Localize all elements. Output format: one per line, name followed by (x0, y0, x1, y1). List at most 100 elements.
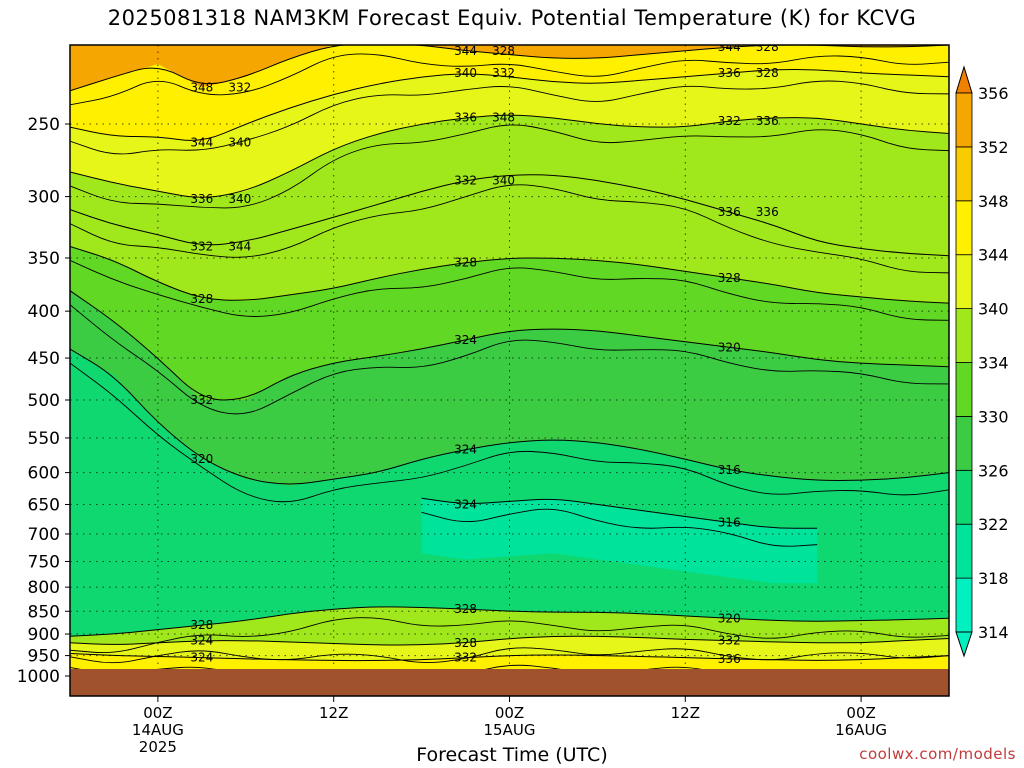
colorbar-label: 340 (978, 300, 1009, 319)
contour-label: 328 (756, 66, 779, 80)
contour-label: 332 (454, 173, 477, 187)
y-tick-label: 650 (28, 495, 60, 515)
chart-title: 2025081318 NAM3KM Forecast Equiv. Potent… (107, 6, 917, 30)
colorbar-swatch (955, 415, 973, 471)
colorbar-extend-max (955, 65, 973, 94)
contour-line-320 (421, 497, 818, 529)
y-tick-label: 850 (28, 602, 60, 622)
x-tick-label: 12Z (671, 704, 700, 722)
contour-label: 348 (190, 80, 213, 94)
y-tick-label: 400 (28, 302, 60, 322)
colorbar-label: 334 (978, 354, 1009, 373)
colorbar-swatch (955, 92, 973, 148)
contour-label: 344 (190, 136, 213, 150)
y-tick-label: 300 (28, 188, 60, 208)
contour-label: 340 (228, 192, 251, 206)
contour-label: 320 (718, 611, 741, 625)
x-tick-date: 16AUG (835, 721, 887, 739)
contour-label: 324 (190, 634, 213, 648)
y-tick-label: 450 (28, 349, 60, 369)
contour-label: 348 (492, 111, 515, 125)
contour-line-324 (70, 348, 949, 485)
x-tick-label: 00Z (495, 704, 524, 722)
contour-label: 328 (492, 44, 515, 58)
contour-line-minor (70, 124, 949, 209)
contour-label: 328 (756, 40, 779, 54)
colorbar-swatch (955, 254, 973, 309)
contour-label: 332 (718, 634, 741, 648)
credit-link[interactable]: coolwx.com/models (859, 745, 1016, 763)
x-tick-date: 15AUG (484, 721, 536, 739)
colorbar-extend-min (955, 631, 973, 658)
contour-label: 344 (454, 44, 477, 58)
colorbar-label: 314 (978, 623, 1009, 642)
contour-label: 320 (190, 452, 213, 466)
x-tick-label: 00Z (143, 704, 172, 722)
contour-label: 328 (454, 602, 477, 616)
contour-label: 324 (454, 497, 477, 511)
contour-label: 328 (718, 271, 741, 285)
contour-label: 340 (228, 136, 251, 150)
x-tick-year: 2025 (139, 738, 177, 756)
contour-label: 336 (718, 66, 741, 80)
x-tick-label: 12Z (319, 704, 348, 722)
contour-label: 332 (718, 114, 741, 128)
contour-label: 340 (454, 66, 477, 80)
colorbar-swatch (955, 308, 973, 363)
y-tick-label: 800 (28, 578, 60, 598)
contour-label: 328 (190, 292, 213, 306)
band-320 (421, 498, 818, 584)
contour-label: 320 (718, 340, 741, 354)
colorbar-label: 348 (978, 192, 1009, 211)
contour-label: 324 (190, 651, 213, 665)
contour-line-minor (70, 184, 949, 274)
y-tick-label: 950 (28, 647, 60, 667)
y-tick-label: 700 (28, 525, 60, 545)
colorbar-label: 352 (978, 138, 1009, 157)
contour-line-344 (70, 652, 949, 662)
y-tick-label: 500 (28, 391, 60, 411)
y-tick-label: 900 (28, 625, 60, 645)
contour-line-332 (70, 245, 949, 304)
colorbar-swatch (955, 469, 973, 525)
contour-line-344 (70, 68, 949, 141)
contour-line-340 (70, 635, 949, 646)
y-tick-label: 550 (28, 429, 60, 449)
contour-label: 336 (190, 192, 213, 206)
contour-line-336 (70, 606, 949, 637)
contour-label: 316 (718, 463, 741, 477)
colorbar: 314 318 322 326 330 334 340 344 348 352 356 (955, 65, 1009, 658)
contour-line-minor (70, 647, 949, 664)
contour-line-minor (70, 362, 949, 503)
y-tick-label: 350 (28, 249, 60, 269)
y-tick-label: 1000 (17, 667, 60, 687)
contour-label: 340 (492, 173, 515, 187)
colorbar-swatch (955, 577, 973, 633)
colorbar-label: 356 (978, 84, 1009, 103)
contour-line-minor (70, 260, 949, 321)
colorbar-label: 322 (978, 515, 1009, 534)
contour-label: 336 (756, 114, 779, 128)
surface-ground (70, 669, 949, 696)
contour-line-minor (70, 80, 949, 155)
colorbar-swatch (955, 523, 973, 579)
y-tick-label: 750 (28, 552, 60, 572)
colorbar-swatch (955, 362, 973, 417)
contour-label: 332 (190, 393, 213, 407)
contour-line-minor (421, 508, 818, 547)
y-tick-label: 600 (28, 464, 60, 484)
contour-label: 332 (228, 80, 251, 94)
x-axis-label: Forecast Time (UTC) (416, 744, 608, 766)
contour-label: 344 (228, 239, 251, 253)
pressure-axis: 250 300 350 400 450 500 550 600 650 700 750 800 850 9… (17, 115, 70, 687)
contour-label: 328 (454, 636, 477, 650)
contour-line-336 (70, 174, 949, 257)
contour-label: 328 (190, 618, 213, 632)
y-tick-label: 250 (28, 115, 60, 135)
contour-line-minor (70, 617, 949, 654)
contour-label: 328 (454, 256, 477, 270)
contour-label: 316 (718, 515, 741, 529)
